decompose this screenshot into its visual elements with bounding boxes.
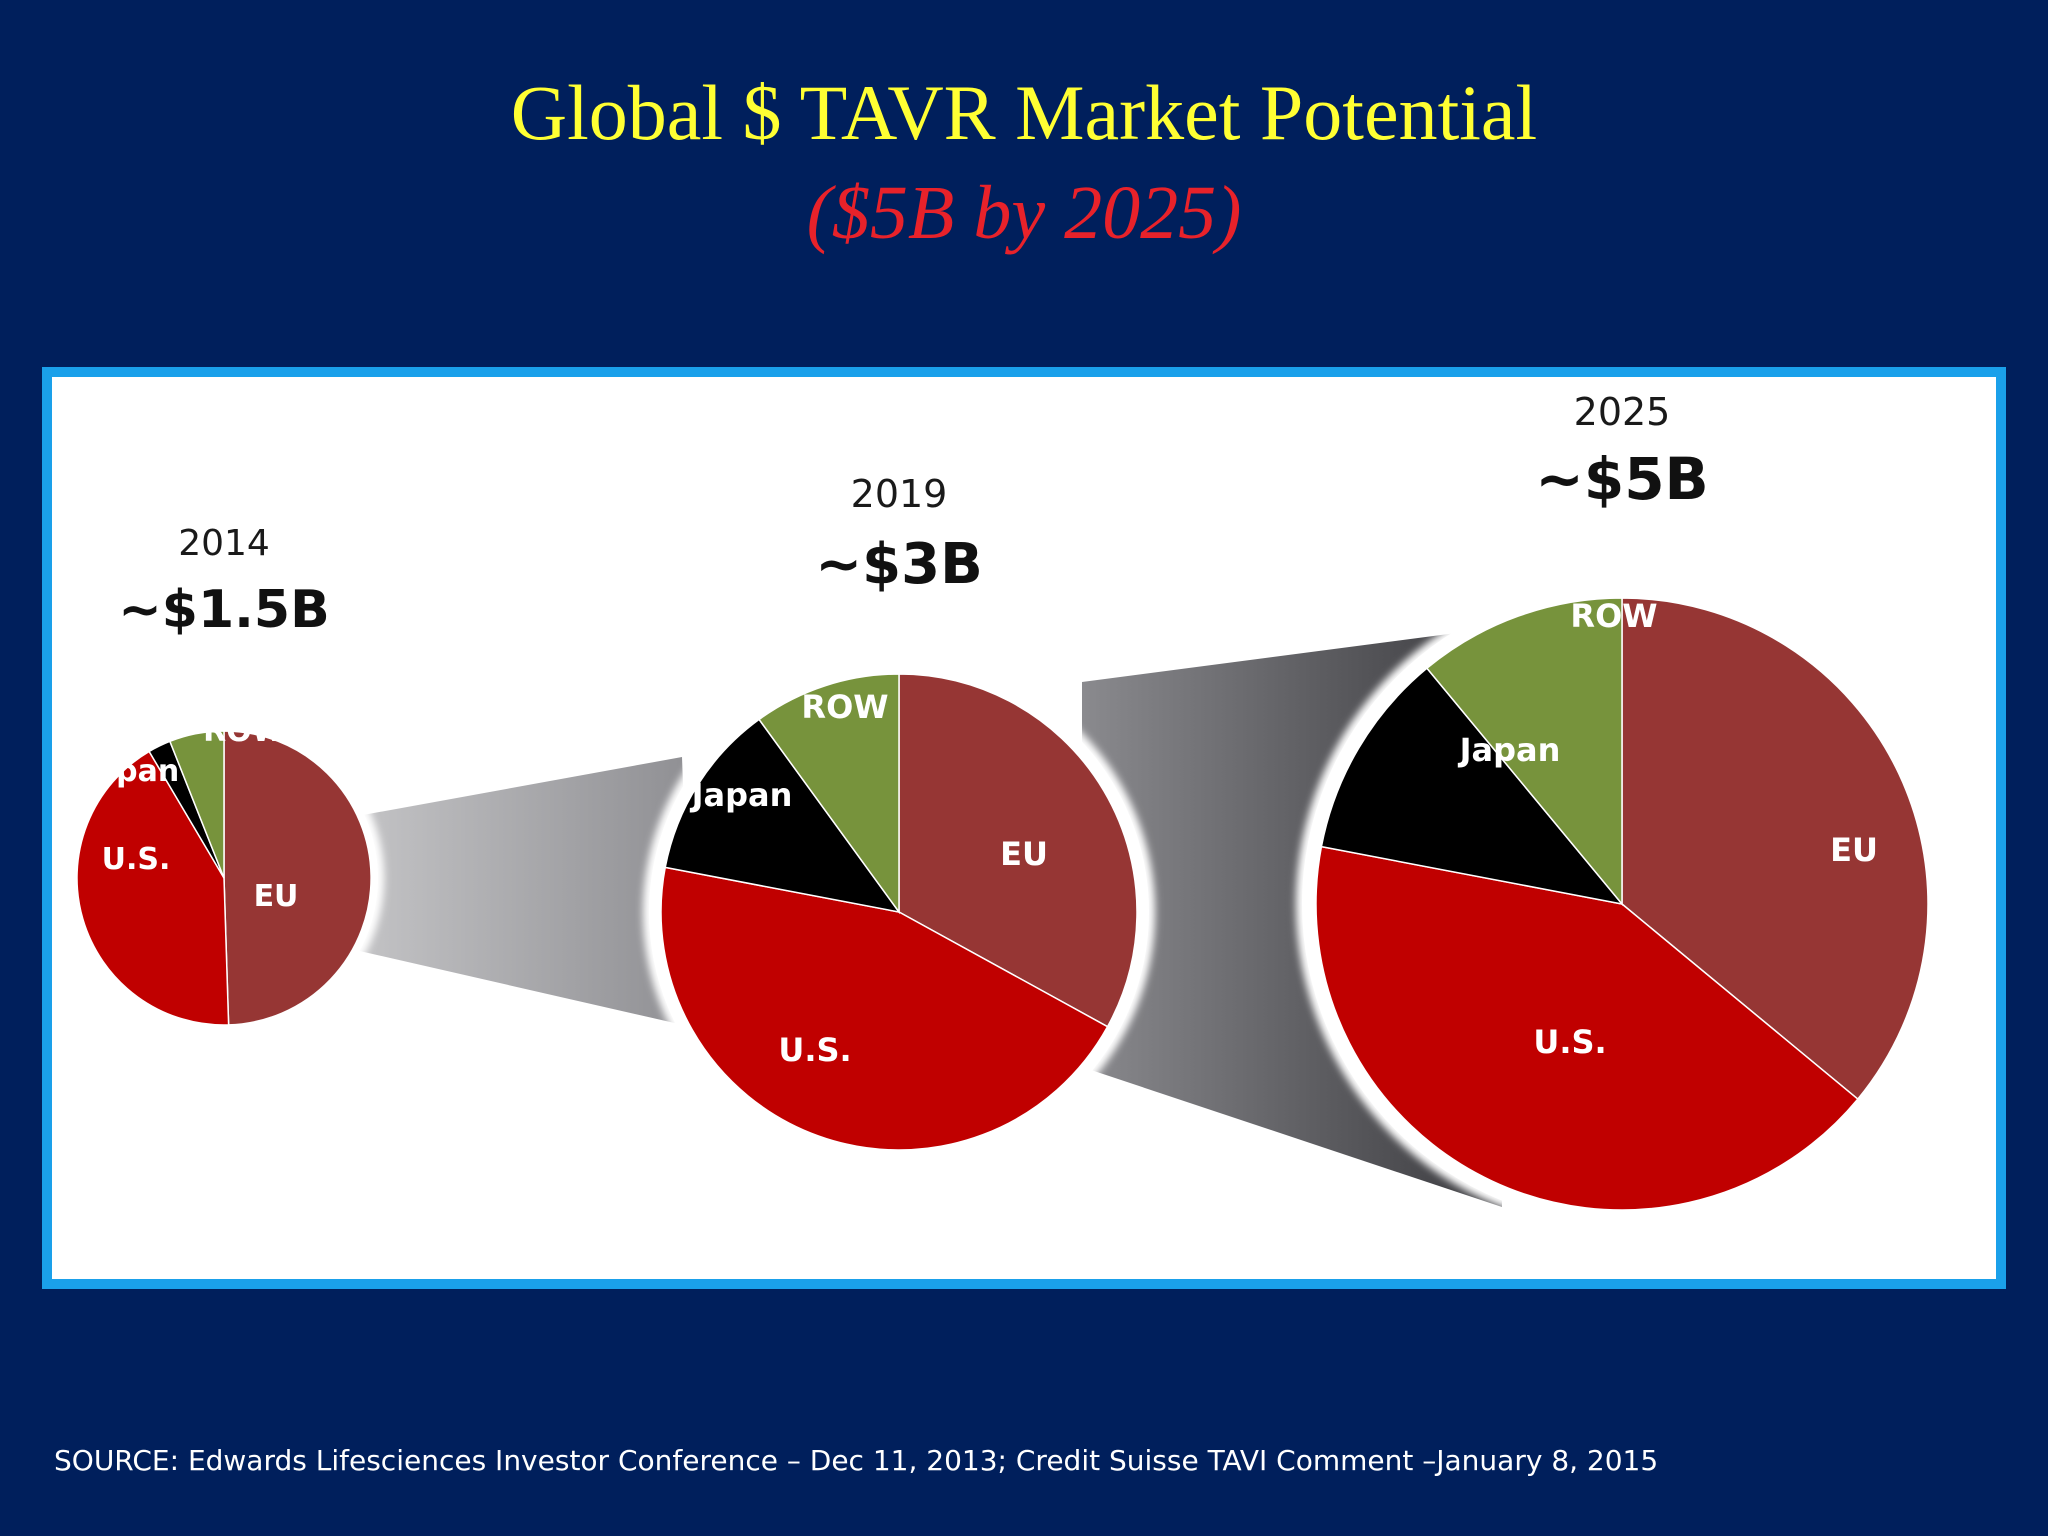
pie-slice-eu <box>898 673 1138 1028</box>
pie-year-label: 2019 <box>851 472 948 516</box>
slice-label-japan: Japan <box>1458 731 1561 769</box>
slice-label-japan: Japan <box>83 754 179 789</box>
pie-slice-us <box>1315 845 1859 1211</box>
page-title: Global $ TAVR Market Potential <box>510 69 1538 156</box>
slice-label-eu: EU <box>1000 835 1048 873</box>
pie-slice-japan <box>1320 667 1624 906</box>
chart-panel: EU U.S. Japan ROW 2014 ~$1.5B EU U.S. Japan ROW 20… <box>42 367 2006 1289</box>
pie-slice-row <box>1425 597 1623 907</box>
pie-total-label: ~$1.5B <box>118 580 330 640</box>
pie-2019: EU U.S. Japan ROW 2019 ~$3B <box>643 472 1155 1168</box>
page-subtitle: ($5B by 2025) <box>806 171 1242 255</box>
slice-label-us: U.S. <box>1533 1023 1606 1061</box>
slice-label-row: ROW <box>1570 597 1657 635</box>
source-note: SOURCE: Edwards Lifesciences Investor Co… <box>54 1444 1659 1477</box>
pie-slice-row <box>758 673 900 915</box>
slice-label-us: U.S. <box>102 842 171 877</box>
pie-slice-us <box>76 750 230 1026</box>
growth-funnel-1 <box>342 757 692 1027</box>
pie-slice-row <box>168 730 225 879</box>
pie-slice-eu <box>223 730 372 1026</box>
slice-label-japan: Japan <box>690 776 793 814</box>
slice-label-us: U.S. <box>778 1031 851 1069</box>
pie-slice-us <box>660 866 1109 1151</box>
pie-slice-eu <box>1621 597 1929 1101</box>
slice-label-row: ROW <box>801 688 888 726</box>
pie-chart-svg: EU U.S. Japan ROW 2014 ~$1.5B EU U.S. Japan ROW 20… <box>64 390 1948 1230</box>
pie-total-label: ~$5B <box>1535 445 1709 513</box>
pie-2014: EU U.S. Japan ROW 2014 ~$1.5B <box>64 523 384 1038</box>
pie-2025: EU U.S. Japan ROW 2025 ~$5B <box>1296 390 1948 1230</box>
slice-label-eu: EU <box>1830 831 1878 869</box>
pies: EU U.S. Japan ROW 2014 ~$1.5B EU U.S. Japan ROW 20… <box>64 390 1948 1230</box>
pie-total-label: ~$3B <box>815 532 983 597</box>
pie-slice-japan <box>664 718 901 914</box>
pie-year-label: 2014 <box>178 523 270 564</box>
slice-label-eu: EU <box>254 879 299 914</box>
pie-year-label: 2025 <box>1574 390 1671 434</box>
slice-label-row: ROW <box>203 714 285 749</box>
